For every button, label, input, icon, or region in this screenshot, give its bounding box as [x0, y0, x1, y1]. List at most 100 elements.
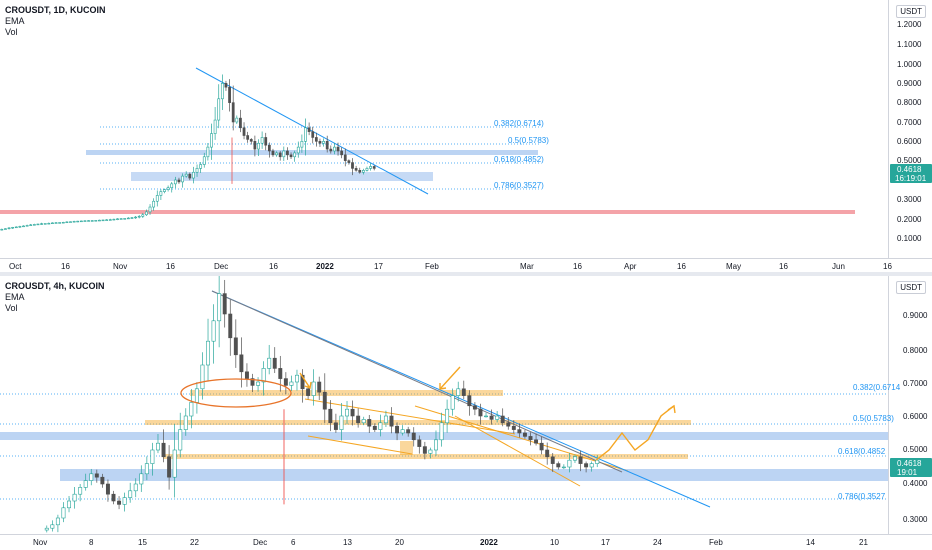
candle-body [105, 483, 110, 495]
candle-body [300, 374, 305, 390]
candle-body [90, 220, 94, 222]
candle-body [167, 456, 172, 478]
vol-indicator-label-bottom[interactable]: Vol [5, 303, 18, 313]
candle-body [141, 214, 145, 217]
candle-body [195, 168, 199, 173]
chart-legend-bottom: CROUSDT, 4h, KUCOIN EMA Vol [5, 281, 105, 314]
candle-body [293, 152, 297, 158]
candle-body [173, 179, 177, 185]
resistance-zone-top [0, 210, 855, 214]
candle-body [300, 141, 304, 148]
candle-body [183, 415, 188, 430]
downtrend-line-top [195, 67, 429, 195]
currency-label-top[interactable]: USDT [896, 5, 926, 18]
candle-body [211, 320, 216, 342]
time-axis-bottom[interactable]: Nov 8 15 22 Dec 6 13 20 2022 10 17 24 Fe… [33, 538, 868, 547]
symbol-title-top[interactable]: CROUSDT, 1D, KUCOIN [5, 5, 106, 15]
currency-label-bottom[interactable]: USDT [896, 281, 926, 294]
candle-body [29, 224, 33, 226]
candle-body [126, 217, 130, 220]
candle-body [51, 222, 54, 224]
candle-body [128, 490, 133, 498]
support-zone-upper-bottom [0, 432, 888, 440]
daily-chart-pane[interactable]: CROUSDT, 1D, KUCOIN EMA Vol USDT 0.382(0… [0, 0, 932, 272]
candle-body [137, 216, 141, 218]
candle-body [343, 154, 347, 161]
candle-body [428, 449, 433, 454]
last-price-tag-top: 0.4618 16:19:01 [890, 164, 932, 183]
candle-body [155, 195, 159, 202]
ema-indicator-label-top[interactable]: EMA [5, 16, 25, 26]
candle-body [25, 225, 29, 227]
time-tick: Oct [9, 262, 22, 271]
price-axis-top[interactable]: 1.2000 1.1000 1.0000 0.9000 0.8000 0.700… [897, 20, 922, 243]
symbol-title-bottom[interactable]: CROUSDT, 4h, KUCOIN [5, 281, 105, 291]
time-tick: Mar [520, 262, 534, 271]
daily-chart-canvas[interactable]: 0.382(0.6714) 0.5(0.5783) 0.618(0.4852) … [0, 0, 932, 272]
candle-body [439, 422, 444, 441]
time-tick: Nov [113, 262, 127, 271]
candle-body [228, 86, 231, 103]
fib-label-0786-top: 0.786(0.3527) [494, 181, 544, 190]
candle-body [378, 422, 383, 430]
time-tick: 8 [89, 538, 94, 547]
vol-indicator-label-top[interactable]: Vol [5, 27, 18, 37]
arrow-left [299, 372, 311, 389]
candle-body [89, 473, 94, 481]
time-tick: Feb [709, 538, 723, 547]
candle-body [307, 127, 311, 132]
candle-body [322, 391, 327, 410]
price-tick: 0.3000 [903, 515, 928, 524]
support-zone-upper-top [86, 150, 538, 155]
candle-body [32, 224, 36, 226]
candle-body [194, 388, 199, 403]
candle-body [233, 337, 238, 356]
candle-body [178, 429, 183, 451]
candle-body [119, 218, 123, 220]
pane-separator[interactable] [0, 272, 932, 276]
candle-body [417, 439, 422, 447]
candle-body [573, 456, 577, 461]
fib-label-0618-bottom: 0.618(0.4852 [838, 447, 886, 456]
candle-body [222, 293, 227, 315]
last-price-tag-bottom: 0.4618 19:01 [890, 458, 932, 477]
candle-body [256, 381, 261, 386]
time-tick: 14 [806, 538, 815, 547]
candle-body [534, 439, 539, 444]
candle-body [340, 150, 344, 156]
candle-body [156, 442, 160, 451]
candle-body [161, 442, 166, 458]
four-hour-chart-pane[interactable]: CROUSDT, 4h, KUCOIN EMA Vol USDT [0, 276, 932, 550]
candle-body [318, 141, 322, 144]
candle-body [166, 187, 170, 190]
price-axis-bottom[interactable]: 0.9000 0.8000 0.7000 0.6000 0.5000 0.400… [903, 311, 928, 524]
candle-body [522, 432, 527, 437]
orange-zone-0618-bottom [163, 454, 688, 459]
time-axis-top[interactable]: Oct 16 Nov 16 Dec 16 2022 17 Feb Mar 16 … [9, 262, 892, 271]
candle-body [267, 144, 271, 152]
candle-body [351, 162, 354, 169]
price-tick: 0.8000 [897, 98, 922, 107]
candle-body [43, 223, 47, 225]
candle-body [116, 218, 119, 220]
price-tick: 0.9000 [903, 311, 928, 320]
candle-body [112, 218, 116, 221]
four-hour-chart-canvas[interactable]: 0.382(0.6714 0.5(0.5783) 0.618(0.4852 0.… [0, 276, 932, 550]
candle-body [295, 374, 299, 383]
ema-indicator-label-bottom[interactable]: EMA [5, 292, 25, 302]
time-tick: 16 [573, 262, 582, 271]
candle-body [244, 371, 249, 379]
candle-body [517, 429, 522, 434]
candle-body [422, 446, 427, 454]
support-zone-lower-top [131, 172, 433, 181]
candle-body [500, 415, 505, 424]
time-tick: 16 [269, 262, 278, 271]
candle-body [325, 141, 329, 150]
candle-body [272, 357, 277, 369]
candle-body [150, 449, 155, 464]
candle-body [528, 436, 533, 441]
price-tick: 0.6000 [903, 412, 928, 421]
candle-body [296, 146, 300, 154]
price-tick: 0.9000 [897, 79, 922, 88]
candle-body [456, 388, 461, 396]
